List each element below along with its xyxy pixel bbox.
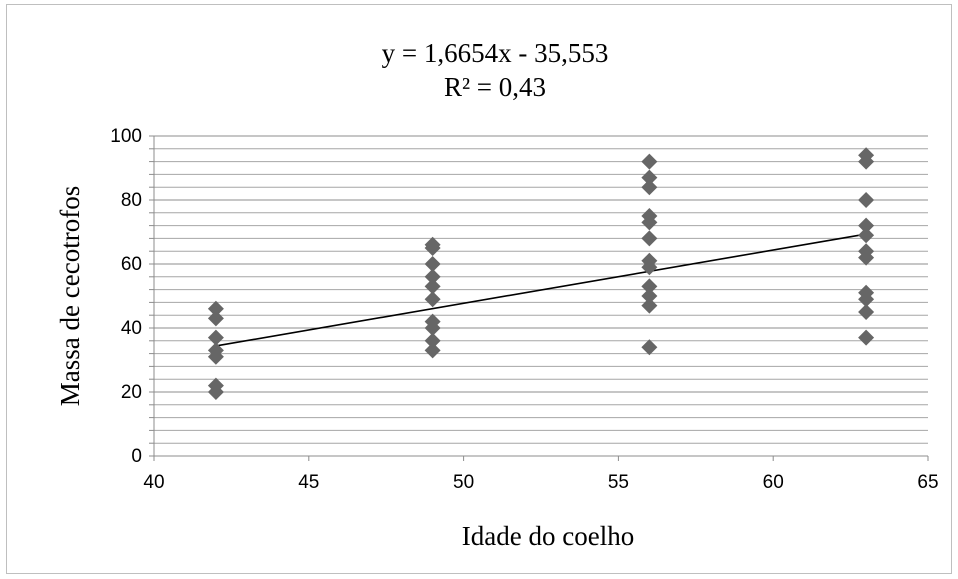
- x-tick-label: 60: [763, 472, 784, 493]
- data-point: [424, 256, 441, 272]
- data-point: [641, 288, 658, 304]
- y-tick-label: 60: [121, 254, 142, 275]
- data-point: [641, 339, 658, 356]
- data-point: [858, 217, 875, 234]
- data-point: [207, 300, 224, 317]
- y-tick-label: 40: [121, 318, 142, 339]
- data-point: [641, 278, 658, 295]
- trendline: [215, 233, 867, 347]
- data-point: [207, 310, 224, 327]
- x-tick-label: 40: [143, 472, 164, 493]
- scatter-chart: y = 1,6654x - 35,553 R² = 0,43 0 20 40 60 80…: [55, 38, 939, 551]
- data-point: [641, 169, 658, 186]
- data-point: [424, 268, 441, 285]
- y-tick-label: 100: [110, 126, 142, 147]
- x-tick-label: 55: [608, 472, 629, 493]
- data-point: [207, 329, 224, 346]
- data-point: [207, 348, 224, 365]
- data-point: [858, 249, 875, 266]
- data-point: [641, 179, 658, 196]
- tick-labels: 0 20 40 60 80 100 40 45 50 55 60 65: [110, 126, 938, 493]
- data-point: [424, 291, 441, 308]
- y-tick-label: 20: [121, 382, 142, 403]
- x-tick-label: 45: [298, 472, 319, 493]
- trendline-group: [215, 233, 867, 347]
- data-point: [424, 278, 441, 295]
- data-point: [858, 304, 875, 320]
- data-point: [424, 342, 441, 359]
- data-point: [858, 153, 875, 170]
- y-tick-label: 80: [121, 190, 142, 211]
- x-axis-label: Idade do coelho: [462, 521, 634, 551]
- data-point: [641, 297, 658, 314]
- data-point: [207, 384, 224, 400]
- r-squared: R² = 0,43: [444, 72, 546, 102]
- data-point: [858, 291, 875, 308]
- chart-frame: y = 1,6654x - 35,553 R² = 0,43 0 20 40 60 80…: [6, 4, 952, 574]
- y-tick-label: 0: [131, 446, 142, 467]
- data-point: [424, 332, 441, 349]
- data-point: [424, 240, 441, 256]
- x-tick-label: 65: [917, 472, 938, 493]
- data-point: [858, 192, 875, 208]
- data-point: [641, 230, 658, 247]
- data-points: [207, 147, 875, 400]
- data-point: [858, 227, 875, 244]
- data-point: [641, 214, 658, 231]
- data-point: [641, 153, 658, 170]
- data-point: [424, 320, 441, 336]
- axes: [149, 135, 929, 461]
- data-point: [858, 329, 875, 346]
- y-axis-label: Massa de cecotrofos: [55, 186, 85, 406]
- x-tick-label: 50: [453, 472, 474, 493]
- data-point: [641, 259, 658, 276]
- regression-equation: y = 1,6654x - 35,553: [382, 38, 609, 68]
